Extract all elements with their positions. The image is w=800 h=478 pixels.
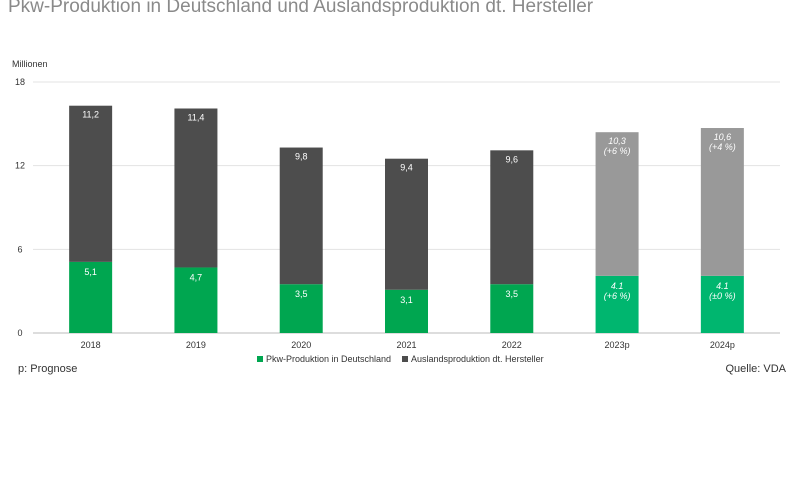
bar-segment [174, 267, 218, 333]
data-label: 4.1 [611, 281, 624, 291]
data-label: 4.1 [716, 281, 729, 291]
footnote: p: Prognose [18, 363, 78, 375]
bar-segment [700, 275, 744, 333]
x-tick-label: 2023p [605, 340, 630, 350]
bar-segment [279, 284, 323, 333]
legend-label: Pkw-Produktion in Deutschland [266, 354, 391, 364]
data-label: 3,5 [506, 289, 519, 299]
bar-segment [595, 132, 639, 276]
bar-segment [490, 150, 534, 285]
data-label: 10,6 [714, 132, 732, 142]
chart-title: Pkw-Produktion in Deutschland und Auslan… [8, 0, 594, 17]
bar-segment [69, 105, 113, 262]
data-label: (+4 %) [709, 142, 736, 152]
bar-segment [279, 147, 323, 285]
legend-swatch [257, 356, 263, 362]
bar-segment [174, 108, 218, 268]
legend-swatch [402, 356, 408, 362]
data-label: (+6 %) [604, 291, 631, 301]
bar-segment [490, 284, 534, 333]
data-label: 10,3 [608, 136, 626, 146]
data-label: 9,4 [400, 163, 413, 173]
data-label: 4,7 [190, 272, 203, 282]
x-tick-label: 2020 [291, 340, 311, 350]
data-label: 5,1 [84, 267, 97, 277]
y-tick-label: 0 [17, 328, 22, 338]
y-tick-label: 18 [15, 77, 25, 87]
bar-segment [700, 128, 744, 276]
data-label: 11,2 [82, 110, 99, 120]
bar-segment [69, 261, 113, 333]
bar-segment [385, 289, 428, 333]
data-label: (±0 %) [709, 291, 735, 301]
y-tick-label: 6 [17, 244, 22, 254]
x-tick-label: 2021 [396, 340, 416, 350]
x-tick-label: 2022 [502, 340, 522, 350]
y-axis-label: Millionen [12, 59, 48, 69]
source: Quelle: VDA [725, 363, 786, 375]
bar-segment [385, 158, 428, 290]
data-label: 9,6 [506, 154, 519, 164]
data-label: 11,4 [187, 112, 204, 122]
data-label: 3,5 [295, 289, 308, 299]
x-tick-label: 2019 [186, 340, 206, 350]
data-label: 3,1 [400, 295, 413, 305]
data-label: (+6 %) [604, 146, 631, 156]
x-tick-label: 2024p [710, 340, 735, 350]
x-tick-label: 2018 [81, 340, 101, 350]
data-label: 9,8 [295, 152, 308, 162]
bar-segment [595, 275, 639, 333]
y-tick-label: 12 [15, 161, 25, 171]
legend-label: Auslandsproduktion dt. Hersteller [411, 354, 544, 364]
